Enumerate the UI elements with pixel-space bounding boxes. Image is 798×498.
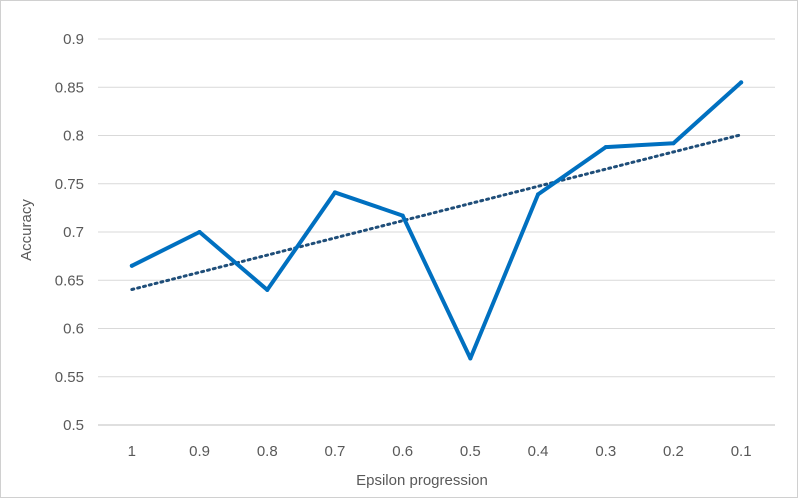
x-axis-title: Epsilon progression <box>356 472 488 489</box>
data-point <box>603 145 608 150</box>
x-tick-label: 0.1 <box>731 443 752 460</box>
data-point <box>739 80 744 85</box>
trendline-layer <box>130 133 743 291</box>
y-tick-label: 0.55 <box>55 369 84 386</box>
data-point <box>468 356 473 361</box>
series-layer <box>129 80 744 361</box>
x-tick-label: 0.3 <box>595 443 616 460</box>
data-point <box>129 263 134 268</box>
gridlines <box>98 38 775 426</box>
x-tick-label: 0.4 <box>528 443 549 460</box>
y-tick-label: 0.5 <box>63 417 84 434</box>
y-axis-ticks: 0.5 0.55 0.6 0.65 0.7 0.75 0.8 0.85 0.9 <box>55 31 84 434</box>
y-tick-label: 0.75 <box>55 176 84 193</box>
x-tick-label: 0.9 <box>189 443 210 460</box>
data-point <box>332 190 337 195</box>
y-tick-label: 0.9 <box>63 31 84 48</box>
x-tick-label: 1 <box>128 443 136 460</box>
trendline <box>130 133 743 291</box>
y-tick-label: 0.6 <box>63 321 84 338</box>
data-point <box>197 230 202 234</box>
x-tick-label: 0.2 <box>663 443 684 460</box>
data-point <box>671 141 676 146</box>
series-line <box>129 80 744 361</box>
x-tick-label: 0.5 <box>460 443 481 460</box>
data-point <box>265 287 270 292</box>
data-point <box>400 213 405 218</box>
x-axis-ticks: 1 0.9 0.8 0.7 0.6 0.5 0.4 0.3 0.2 0.1 <box>128 443 752 460</box>
x-tick-label: 0.8 <box>257 443 278 460</box>
y-tick-label: 0.85 <box>55 79 84 96</box>
x-tick-label: 0.6 <box>392 443 413 460</box>
y-tick-label: 0.7 <box>63 224 84 241</box>
x-tick-label: 0.7 <box>325 443 346 460</box>
y-tick-label: 0.65 <box>55 272 84 289</box>
data-point <box>536 192 541 197</box>
y-axis-title: Accuracy <box>18 199 35 261</box>
y-tick-label: 0.8 <box>63 128 84 145</box>
